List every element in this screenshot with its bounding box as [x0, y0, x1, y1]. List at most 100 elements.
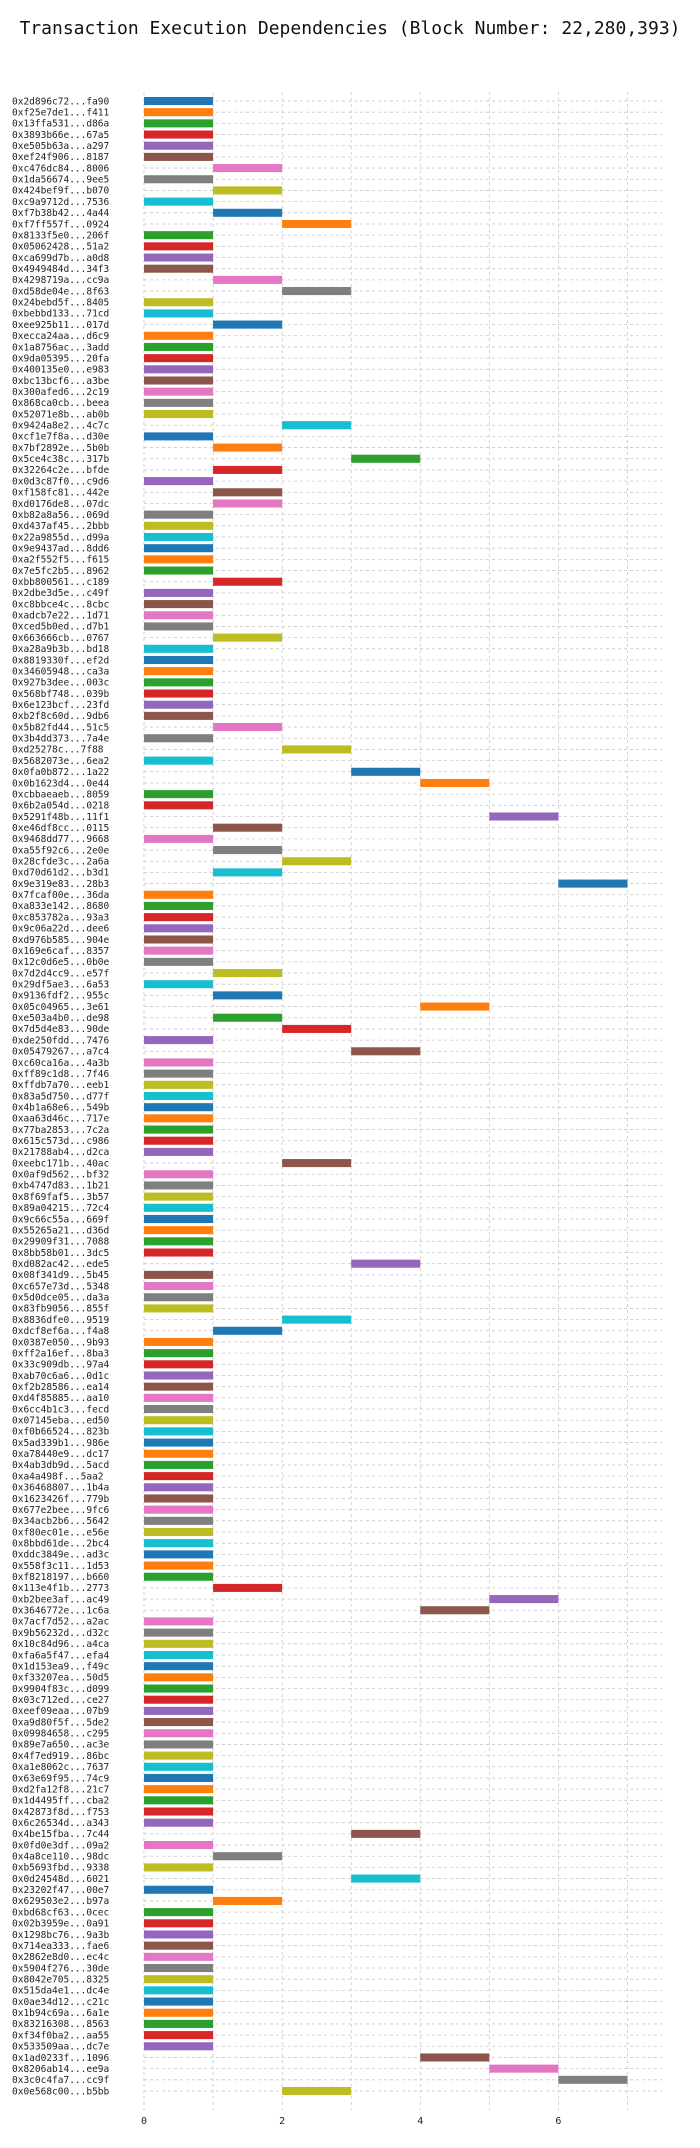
y-tick-label: 0x12c0d6e5...0b0e — [12, 957, 110, 968]
y-tick-label: 0x6cc4b1c3...fecd — [12, 1404, 109, 1415]
y-tick-label: 0xddc3849e...ad3c — [12, 1550, 109, 1561]
y-tick-label: 0xbc13bcf6...a3be — [12, 376, 110, 387]
y-tick-label: 0x7d2d4cc9...e57f — [12, 968, 109, 979]
y-tick-label: 0x1623426f...779b — [12, 1494, 110, 1505]
transaction-bar — [213, 275, 283, 284]
y-tick-label: 0x08f341d9...5b45 — [12, 1270, 109, 1281]
y-tick-label: 0xced5b0ed...d7b1 — [12, 622, 110, 633]
y-tick-label: 0xf2b28586...ea14 — [12, 1382, 110, 1393]
y-tick-label: 0x24bebd5f...8405 — [12, 298, 109, 309]
y-tick-label: 0x7d5d4e83...90de — [12, 1024, 110, 1035]
y-tick-label: 0x6e123bcf...23fd — [12, 700, 109, 711]
y-tick-label: 0xd4f85885...aa10 — [12, 1393, 110, 1404]
transaction-bar — [144, 376, 214, 385]
transaction-bar — [144, 790, 214, 799]
y-tick-label: 0xff89c1d8...7f46 — [12, 1069, 110, 1080]
y-tick-label: 0x89a04215...72c4 — [12, 1203, 110, 1214]
y-tick-label: 0xc657e73d...5348 — [12, 1281, 110, 1292]
transaction-bar — [420, 1002, 490, 1011]
transaction-bar — [144, 1885, 214, 1894]
y-tick-label: 0x5ad339b1...986e — [12, 1438, 110, 1449]
transaction-bar — [144, 1472, 214, 1481]
transaction-bar — [213, 499, 283, 508]
transaction-bar — [144, 1405, 214, 1414]
y-tick-label: 0x0e568c00...b5bb — [12, 2086, 110, 2097]
transaction-bar — [282, 1024, 352, 1033]
transaction-bar — [213, 1896, 283, 1905]
y-tick-label: 0x63e69f95...74c9 — [12, 1773, 110, 1784]
transaction-bar — [144, 141, 214, 150]
y-tick-label: 0x34605948...ca3a — [12, 666, 109, 677]
transaction-bar — [213, 186, 283, 195]
transaction-bar — [144, 1147, 214, 1156]
y-tick-label: 0xd437af45...2bbb — [12, 521, 110, 532]
y-tick-label: 0x9c06a22d...dee6 — [12, 924, 110, 935]
transaction-bar — [351, 1259, 421, 1268]
transaction-bar — [213, 968, 283, 978]
y-tick-label: 0x07145eba...ed50 — [12, 1416, 110, 1427]
y-tick-label: 0x7acf7d52...a2ac — [12, 1617, 109, 1628]
y-tick-label: 0x615c573d...c986 — [12, 1136, 110, 1147]
y-tick-label: 0xc60ca16a...4a3b — [12, 1058, 110, 1069]
transaction-bar — [144, 1818, 214, 1827]
y-tick-label: 0x05479267...a7c4 — [12, 1047, 110, 1058]
transaction-bar — [144, 700, 214, 709]
y-tick-label: 0x9468dd77...9668 — [12, 834, 110, 845]
y-tick-label: 0xb82a8a56...069d — [12, 510, 109, 521]
transaction-bar — [144, 1427, 214, 1436]
y-tick-label: 0x8836dfe0...9519 — [12, 1315, 110, 1326]
y-tick-label: 0xd58de04e...8f63 — [12, 286, 109, 297]
transaction-bar — [144, 1963, 214, 1973]
transaction-bar — [144, 689, 214, 698]
y-tick-label: 0x83216308...8563 — [12, 2019, 109, 2030]
y-tick-label: 0xf7b38b42...4a44 — [12, 208, 110, 219]
y-tick-label: 0x13ffa531...d86a — [12, 119, 109, 130]
transaction-bar — [144, 1069, 214, 1078]
y-tick-label: 0x02b3959e...0a91 — [12, 1919, 110, 1930]
x-tick-label: 0 — [141, 2116, 147, 2127]
transaction-bar — [144, 588, 214, 597]
transaction-bar — [282, 1315, 352, 1324]
transaction-bar — [144, 1695, 214, 1704]
transaction-bar — [144, 1337, 214, 1346]
transaction-bar — [144, 2031, 214, 2040]
transaction-bar — [144, 1393, 214, 1402]
transaction-bar — [144, 175, 214, 184]
y-tick-label: 0xa4a498f...5aa2 — [12, 1471, 104, 1482]
transaction-bar — [144, 834, 214, 843]
y-tick-label: 0x5904f276...30de — [12, 1963, 110, 1974]
y-tick-label: 0x1da56674...9ee5 — [12, 175, 109, 186]
transaction-bar — [144, 1382, 214, 1391]
transaction-bar — [144, 1639, 214, 1648]
y-tick-label: 0xb2bee3af...ac49 — [12, 1594, 110, 1605]
transaction-bar — [144, 242, 214, 251]
transaction-bar — [144, 1416, 214, 1425]
transaction-bar — [213, 577, 283, 586]
transaction-bar — [420, 778, 490, 787]
y-tick-label: 0xa55f92c6...2e0e — [12, 845, 110, 856]
transaction-bar — [351, 1874, 421, 1883]
y-tick-label: 0x0ae34d12...c21c — [12, 1997, 109, 2008]
y-tick-label: 0x22a9855d...d99a — [12, 532, 109, 543]
y-tick-label: 0x7e5fc2b5...8962 — [12, 566, 109, 577]
transaction-bar — [144, 197, 214, 206]
y-tick-label: 0x0d3c87f0...c9d6 — [12, 476, 110, 487]
transaction-bar — [213, 443, 283, 452]
y-tick-label: 0xc476dc84...8006 — [12, 163, 110, 174]
y-tick-label: 0x42873f8d...f753 — [12, 1807, 109, 1818]
transaction-bar — [144, 432, 214, 441]
transaction-bar — [144, 1282, 214, 1291]
transaction-bar — [144, 1136, 214, 1145]
transaction-bar — [144, 1360, 214, 1369]
transaction-bar — [282, 745, 352, 754]
y-tick-label: 0xa28a9b3b...bd18 — [12, 644, 110, 655]
transaction-bar — [144, 1684, 214, 1693]
transaction-bar — [144, 1226, 214, 1235]
y-tick-label: 0x9904f83c...d099 — [12, 1684, 110, 1695]
y-tick-label: 0xf25e7de1...f411 — [12, 107, 110, 118]
transaction-bar — [144, 342, 214, 351]
transaction-bar — [213, 1583, 283, 1592]
transaction-bar — [489, 2064, 559, 2073]
y-tick-label: 0x3893b66e...67a5 — [12, 130, 109, 141]
